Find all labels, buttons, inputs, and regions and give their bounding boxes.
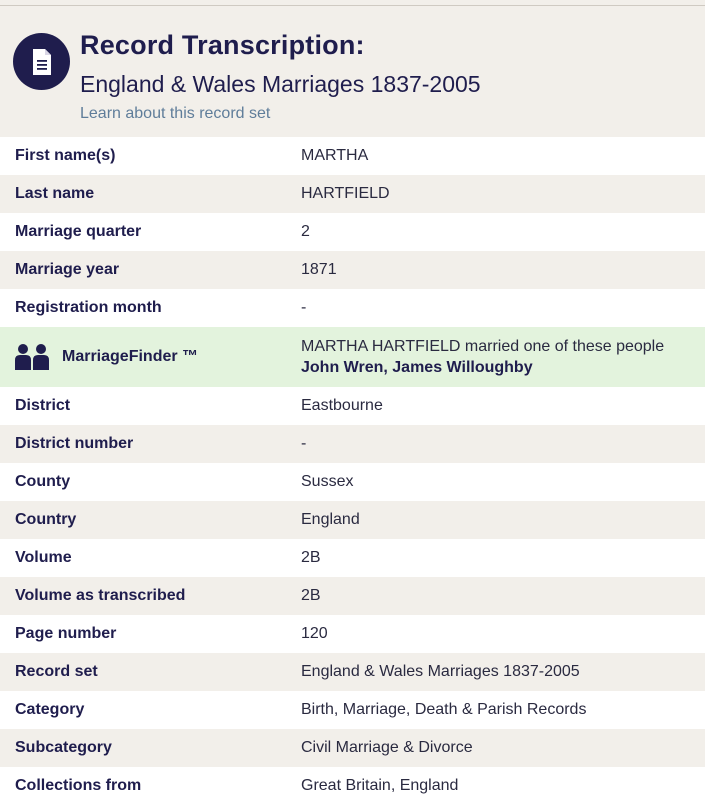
marriage-finder-label: MarriageFinder ™ — [0, 343, 301, 371]
field-value: Birth, Marriage, Death & Parish Records — [301, 701, 587, 718]
field-value: Great Britain, England — [301, 777, 459, 794]
field-value: 2B — [301, 549, 321, 566]
field-value: 120 — [301, 625, 328, 642]
page-title: Record Transcription: — [80, 30, 365, 60]
field-row-county: County Sussex — [0, 463, 705, 501]
field-value: Civil Marriage & Divorce — [301, 739, 473, 756]
field-label: Volume — [15, 549, 72, 566]
field-value: 2 — [301, 223, 310, 240]
field-row-registration-month: Registration month - — [0, 289, 705, 327]
record-header: Record Transcription: England & Wales Ma… — [0, 6, 705, 137]
people-icon — [15, 344, 49, 370]
marriage-finder-row: MarriageFinder ™ MARTHA HARTFIELD marrie… — [0, 327, 705, 387]
field-value: MARTHA — [301, 147, 369, 164]
field-label: Volume as transcribed — [15, 587, 186, 604]
field-label: Marriage year — [15, 261, 120, 278]
field-value: England & Wales Marriages 1837-2005 — [301, 663, 580, 680]
possible-spouses[interactable]: John Wren, James Willoughby — [301, 359, 533, 376]
field-row-marriage-quarter: Marriage quarter 2 — [0, 213, 705, 251]
field-label: Registration month — [15, 299, 162, 316]
field-label: Collections from — [15, 777, 142, 794]
transcription-table: First name(s) MARTHA Last name HARTFIELD… — [0, 137, 705, 805]
field-label: Country — [15, 511, 77, 528]
field-row-record-set: Record set England & Wales Marriages 183… — [0, 653, 705, 691]
field-value: - — [301, 299, 307, 316]
field-label: Marriage quarter — [15, 223, 142, 240]
field-value: England — [301, 511, 360, 528]
marriage-finder-title: MarriageFinder ™ — [62, 348, 199, 365]
field-label: Last name — [15, 185, 95, 202]
field-label: Subcategory — [15, 739, 112, 756]
field-label: Category — [15, 701, 85, 718]
field-value: Eastbourne — [301, 397, 383, 414]
field-label: Record set — [15, 663, 98, 680]
field-row-category: Category Birth, Marriage, Death & Parish… — [0, 691, 705, 729]
field-label: District number — [15, 435, 134, 452]
field-value: - — [301, 435, 307, 452]
field-label: First name(s) — [15, 147, 116, 164]
field-row-volume-as-transcribed: Volume as transcribed 2B — [0, 577, 705, 615]
field-label: County — [15, 473, 71, 490]
field-label: Page number — [15, 625, 117, 642]
record-set-title: England & Wales Marriages 1837-2005 — [80, 71, 481, 97]
field-row-volume: Volume 2B — [0, 539, 705, 577]
document-icon — [13, 33, 70, 90]
field-row-country: Country England — [0, 501, 705, 539]
top-divider — [0, 0, 705, 6]
marriage-finder-result: MARTHA HARTFIELD married one of these pe… — [301, 336, 664, 378]
field-value: 2B — [301, 587, 321, 604]
field-row-page-number: Page number 120 — [0, 615, 705, 653]
field-row-district: District Eastbourne — [0, 387, 705, 425]
field-row-last-name: Last name HARTFIELD — [0, 175, 705, 213]
learn-about-record-set-link[interactable]: Learn about this record set — [80, 105, 271, 122]
field-value: Sussex — [301, 473, 354, 490]
field-row-first-name: First name(s) MARTHA — [0, 137, 705, 175]
field-row-district-number: District number - — [0, 425, 705, 463]
field-row-subcategory: Subcategory Civil Marriage & Divorce — [0, 729, 705, 767]
marriage-finder-intro: MARTHA HARTFIELD married one of these pe… — [301, 338, 665, 355]
field-row-collections-from: Collections from Great Britain, England — [0, 767, 705, 805]
field-value: HARTFIELD — [301, 185, 390, 202]
field-row-marriage-year: Marriage year 1871 — [0, 251, 705, 289]
field-label: District — [15, 397, 71, 414]
field-value: 1871 — [301, 261, 337, 278]
